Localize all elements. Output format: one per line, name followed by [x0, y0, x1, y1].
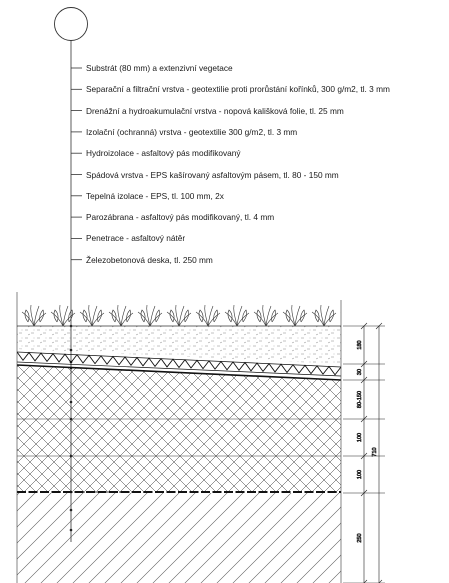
total-dimension-label: 710 — [372, 447, 378, 456]
plant-tuft — [21, 304, 47, 327]
section — [17, 304, 341, 583]
layer-label: Hydroizolace - asfaltový pás modifikovan… — [86, 148, 241, 159]
dimension-label: 30 — [357, 369, 363, 375]
layer-label: Tepelná izolace - EPS, tl. 100 mm, 2x — [86, 190, 224, 201]
tick — [360, 489, 368, 497]
tick — [360, 376, 368, 384]
tick — [378, 579, 383, 583]
dimension-chain: 180 30 80-150 100 100 250 710 — [343, 322, 385, 583]
tick — [360, 452, 368, 460]
plant-tuft — [137, 304, 163, 327]
dimension-label: 100 — [357, 433, 363, 442]
plant-tuft — [79, 304, 105, 327]
plant-tuft — [224, 304, 250, 327]
tick — [360, 322, 368, 330]
dimension-label: 80-150 — [357, 391, 363, 408]
insulation-layers — [17, 365, 341, 493]
layer-label: Parozábrana - asfaltový pás modifikovaný… — [86, 212, 275, 223]
vegetation — [21, 304, 341, 327]
tick — [375, 322, 383, 330]
substrate — [17, 326, 341, 348]
layer-label: Penetrace - asfaltový nátěr — [86, 233, 186, 244]
dimple-zigzag — [17, 351, 341, 376]
dimension-label: 250 — [357, 533, 363, 542]
tick — [360, 360, 368, 368]
plant-tuft — [282, 304, 308, 327]
drainage-sheet — [17, 351, 341, 376]
dimension-label: 180 — [357, 340, 363, 349]
layer-label: Spádová vrstva - EPS kašírovaný asfaltov… — [86, 169, 339, 180]
layer-label: Izolační (ochranná) vrstva - geotextilie… — [86, 126, 298, 137]
dimension-label: 100 — [357, 470, 363, 479]
plant-tuft — [340, 312, 341, 313]
break-lines — [16, 292, 342, 583]
concrete-slab — [17, 493, 341, 583]
leader-ticks — [71, 67, 82, 261]
layer-label: Separační a filtrační vrstva - geotextil… — [86, 84, 390, 95]
plant-tuft — [50, 304, 76, 327]
plant-tuft — [311, 304, 337, 327]
plant-tuft — [253, 304, 279, 327]
plant-tuft — [166, 304, 192, 327]
layer-label: Železobetonová deska, tl. 250 mm — [86, 254, 213, 265]
layer-label: Substrát (80 mm) a extenzivní vegetace — [86, 63, 233, 73]
tick — [360, 415, 368, 423]
tick — [363, 579, 368, 583]
plant-tuft — [195, 304, 221, 327]
layer-label: Drenážní a hydroakumulační vrstva - nopo… — [86, 105, 344, 116]
plant-tuft — [108, 304, 134, 327]
detail-tag-circle — [54, 7, 88, 41]
